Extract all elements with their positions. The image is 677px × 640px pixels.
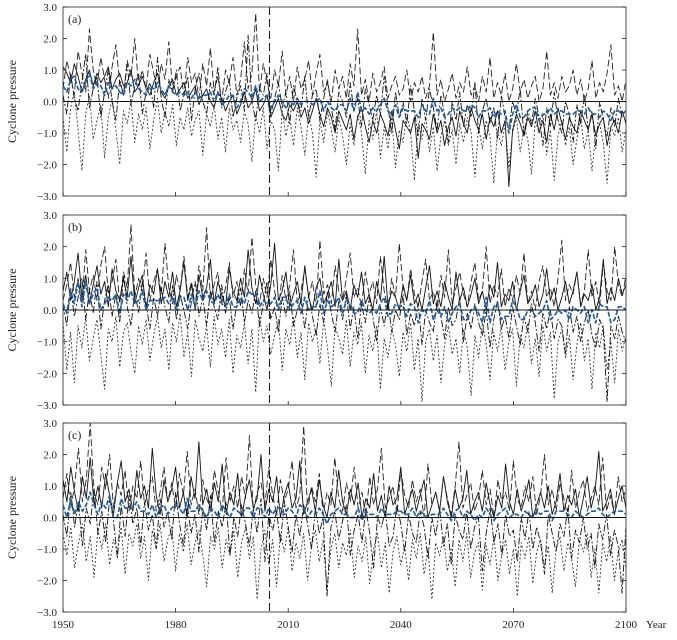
y-tick-label: 0.0 [43,513,57,525]
y-tick-label: 2.0 [43,34,57,46]
y-tick-label: −1.0 [37,128,57,140]
y-tick-label: 0.0 [43,97,57,109]
series-line-dotted [63,91,626,184]
y-tick-label: −2.0 [37,368,57,380]
series-line-dotted [63,312,626,403]
series-line-dashed [63,224,626,311]
series-line-dashdot [63,34,623,150]
y-tick-label: 3.0 [43,210,57,222]
y-tick-label: 2.0 [43,242,57,254]
chart-panel-1: 3.0 2.0 1.0 0.0 −1.0 −2.0 −3.0 (a) Cyclone press… [5,2,627,203]
y-tick-label: −3.0 [37,400,57,412]
chart-panel-3: 3.0 2.0 1.0 0.0 −1.0 −2.0 −3.0 (c) Cyclone press… [5,418,667,631]
panel-label: (c) [68,428,81,442]
y-tick-label: −3.0 [37,191,57,203]
y-tick-label: −1.0 [37,544,57,556]
panel-label: (b) [68,220,82,234]
series-line-mean [63,280,626,324]
y-tick-label: 1.0 [43,481,57,493]
y-tick-label: −2.0 [37,576,57,588]
series-line-dashdot [63,488,626,597]
y-tick-label: 3.0 [43,418,57,430]
x-tick-label: 1980 [165,619,188,631]
y-tick-label: −3.0 [37,607,57,619]
series-line-solid [63,441,626,518]
series-line-dotted [63,523,626,600]
y-axis-title: Cyclone pressure [5,476,19,559]
x-tick-label: 2040 [390,619,413,631]
x-tick-label: 1950 [52,619,75,631]
y-tick-label: 0.0 [43,305,57,317]
y-axis-title: Cyclone pressure [5,60,19,143]
y-tick-label: 2.0 [43,450,57,462]
chart-panel-2: 3.0 2.0 1.0 0.0 −1.0 −2.0 −3.0 (b) Cyclone press… [5,210,627,412]
series-line-solid [63,63,626,188]
x-tick-label: 2010 [277,619,300,631]
y-tick-label: 3.0 [43,2,57,14]
y-tick-label: −2.0 [37,160,57,172]
x-tick-label: 2100 [615,619,638,631]
panel-label: (a) [68,12,81,26]
series-line-dashdot [63,274,626,403]
series-line-dashed [63,423,626,518]
y-tick-label: −1.0 [37,337,57,349]
y-tick-label: 1.0 [43,65,57,77]
series-line-dashed [63,12,626,102]
y-tick-label: 1.0 [43,273,57,285]
series-line-mean [63,72,626,134]
y-axis-title: Cyclone pressure [5,269,19,352]
series-line-solid [63,243,626,311]
x-tick-label: 2070 [502,619,525,631]
x-axis-title: Year [646,619,667,631]
